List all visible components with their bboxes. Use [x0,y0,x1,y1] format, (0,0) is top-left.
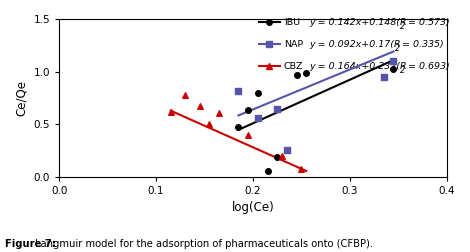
Point [181,93,189,97]
Text: y = 0.142x+0.148(R: y = 0.142x+0.148(R [309,18,407,27]
Text: CBZ: CBZ [284,62,304,71]
Y-axis label: Ce/Qe: Ce/Qe [15,80,28,116]
Point [196,104,204,108]
Text: Langmuir model for the adsorption of pharmaceuticals onto (CFBP).: Langmuir model for the adsorption of pha… [35,239,373,249]
Point [254,91,262,95]
Point [283,148,290,152]
Text: = 0.693): = 0.693) [405,62,449,71]
Point [215,111,223,115]
Point [244,108,252,112]
Text: 2: 2 [395,44,400,53]
Point [264,169,271,173]
Point [254,116,262,120]
Text: NAP: NAP [284,40,303,49]
Point [274,107,281,111]
Text: y = 0.164x+0.232(R: y = 0.164x+0.232(R [309,62,407,71]
X-axis label: log(Ce): log(Ce) [232,201,274,214]
Point [205,122,213,126]
Text: = 0.335): = 0.335) [400,40,444,49]
Text: 2: 2 [400,22,405,31]
Point [235,125,242,129]
Point [293,73,300,77]
Text: 2: 2 [400,66,405,75]
Point [303,71,310,75]
Point [390,59,397,63]
Text: = 0.573): = 0.573) [405,18,449,27]
Text: y = 0.092x+0.17(R: y = 0.092x+0.17(R [309,40,401,49]
Point [244,133,252,137]
Point [278,154,286,158]
Point [390,68,397,72]
Text: Figure 7:: Figure 7: [5,239,59,249]
Point [274,155,281,159]
Text: IBU: IBU [284,18,300,27]
Point [298,167,305,171]
Point [167,110,174,114]
Point [380,75,388,79]
Point [235,88,242,92]
